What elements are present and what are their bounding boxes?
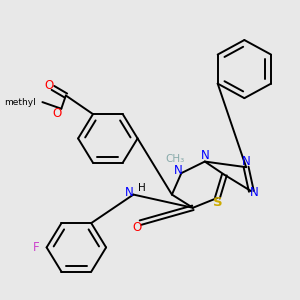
Text: methyl: methyl (4, 98, 36, 106)
Text: N: N (242, 155, 250, 168)
Text: S: S (213, 196, 222, 209)
Text: CH₃: CH₃ (165, 154, 185, 164)
Text: N: N (249, 186, 258, 200)
Text: N: N (173, 164, 182, 177)
Text: O: O (45, 79, 54, 92)
Text: H: H (138, 183, 146, 193)
Text: N: N (124, 186, 133, 199)
Text: O: O (52, 107, 62, 120)
Text: F: F (33, 241, 40, 254)
Text: N: N (200, 149, 209, 162)
Text: O: O (132, 221, 142, 234)
